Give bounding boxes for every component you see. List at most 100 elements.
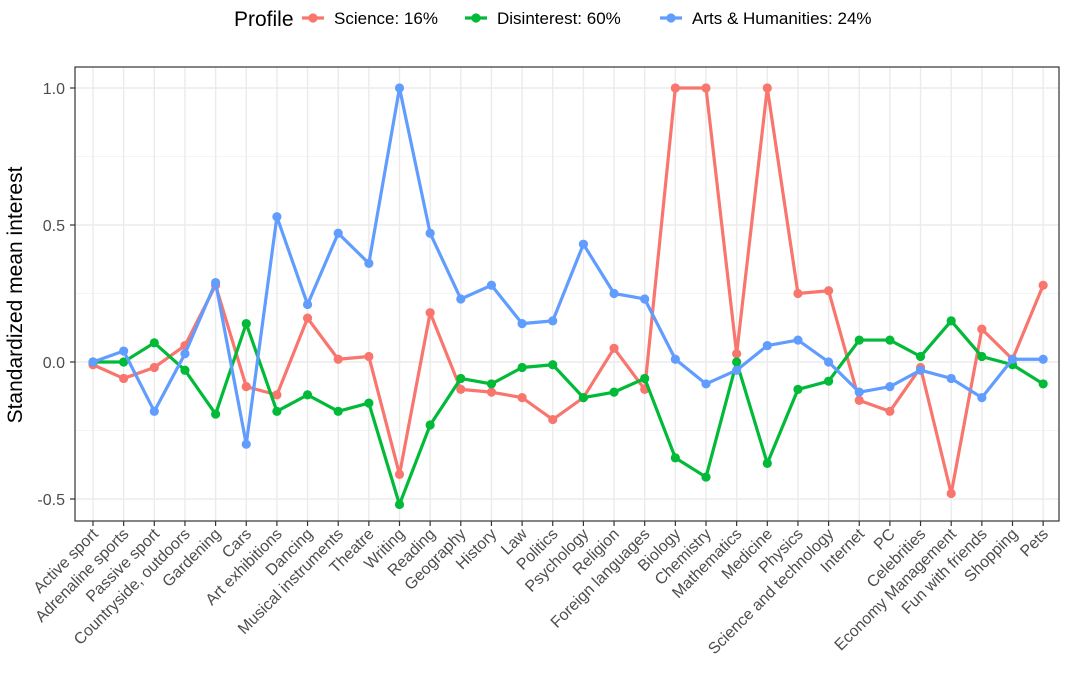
data-point xyxy=(732,357,742,367)
data-point xyxy=(977,351,987,362)
data-point xyxy=(149,362,159,373)
data-point xyxy=(701,472,711,482)
data-point xyxy=(824,376,834,386)
data-point xyxy=(241,382,251,392)
data-point xyxy=(793,335,803,345)
legend-title: Profile xyxy=(234,8,294,31)
data-point xyxy=(119,346,129,356)
series-line xyxy=(91,86,1045,496)
y-axis-label: Standardized mean interest xyxy=(4,166,27,423)
data-point xyxy=(609,288,619,299)
data-point xyxy=(640,373,650,384)
data-point xyxy=(364,258,374,268)
legend-key-point xyxy=(471,13,481,23)
panel-border xyxy=(74,66,1060,522)
data-point xyxy=(272,390,282,400)
legend-label: Disinterest: 60% xyxy=(497,9,621,28)
data-point xyxy=(946,316,956,326)
data-point xyxy=(977,324,987,334)
data-point xyxy=(1038,280,1048,290)
data-point xyxy=(394,83,405,93)
y-tick-label: 0.5 xyxy=(43,218,65,235)
y-tick-label: -0.5 xyxy=(37,492,65,509)
data-point xyxy=(486,280,497,290)
legend-entry-2: Disinterest: 60% xyxy=(465,9,621,28)
data-point xyxy=(1007,354,1018,364)
data-point xyxy=(456,384,466,394)
data-point xyxy=(824,357,834,367)
data-point xyxy=(241,439,251,449)
data-point xyxy=(302,299,313,310)
data-point xyxy=(762,83,772,93)
data-point xyxy=(670,354,680,364)
data-point xyxy=(670,83,680,93)
data-point xyxy=(180,365,190,375)
data-point xyxy=(609,387,619,397)
data-point xyxy=(333,354,343,364)
grid-lines xyxy=(75,67,1059,521)
data-point xyxy=(732,365,742,375)
data-point xyxy=(732,349,742,359)
series-line xyxy=(91,86,1045,446)
data-point xyxy=(88,357,98,367)
data-point xyxy=(119,357,129,367)
data-point xyxy=(486,379,497,389)
data-point xyxy=(456,373,466,384)
data-point xyxy=(517,362,527,373)
data-point xyxy=(977,393,987,403)
data-point xyxy=(548,316,558,326)
data-point xyxy=(701,379,711,389)
data-point xyxy=(762,458,772,468)
series-layer xyxy=(88,83,1048,510)
y-tick-label: 1.0 xyxy=(43,81,65,98)
data-point xyxy=(425,420,435,430)
data-point xyxy=(272,406,282,416)
data-point xyxy=(302,313,313,323)
legend-key-point xyxy=(308,13,318,23)
data-point xyxy=(548,414,558,425)
data-point xyxy=(701,83,711,93)
data-point xyxy=(364,398,374,408)
legend-label: Arts & Humanities: 24% xyxy=(692,9,872,28)
data-point xyxy=(211,409,221,419)
data-point xyxy=(119,373,129,384)
data-point xyxy=(670,453,680,463)
legend-entry-3: Arts & Humanities: 24% xyxy=(660,9,872,28)
data-point xyxy=(885,335,895,345)
data-point xyxy=(394,499,405,510)
data-point xyxy=(486,387,497,397)
data-point xyxy=(854,395,864,405)
x-tick-label: Pets xyxy=(1017,526,1052,561)
series-3 xyxy=(88,83,1048,449)
data-point xyxy=(762,340,772,351)
data-point xyxy=(1038,379,1048,389)
series-line xyxy=(91,319,1045,507)
data-point xyxy=(302,390,313,400)
data-point xyxy=(517,319,527,329)
data-point xyxy=(946,373,956,384)
data-point xyxy=(425,228,435,238)
data-point xyxy=(517,393,527,403)
data-point xyxy=(885,406,895,416)
data-point xyxy=(915,351,926,362)
data-point xyxy=(149,406,159,416)
data-point xyxy=(946,488,956,499)
data-point xyxy=(272,212,282,222)
data-point xyxy=(333,406,343,416)
y-tick-label: 0.0 xyxy=(43,355,65,372)
data-point xyxy=(578,239,589,249)
data-point xyxy=(149,338,159,348)
data-point xyxy=(456,294,466,304)
data-point xyxy=(793,384,803,394)
legend-entry-1: Science: 16% xyxy=(302,9,438,28)
plot-area xyxy=(75,67,1059,521)
data-point xyxy=(211,277,221,288)
data-point xyxy=(241,319,251,329)
legend-key-point xyxy=(666,13,676,23)
data-point xyxy=(793,288,803,299)
data-point xyxy=(364,351,374,362)
data-point xyxy=(180,349,190,359)
data-point xyxy=(394,469,405,479)
